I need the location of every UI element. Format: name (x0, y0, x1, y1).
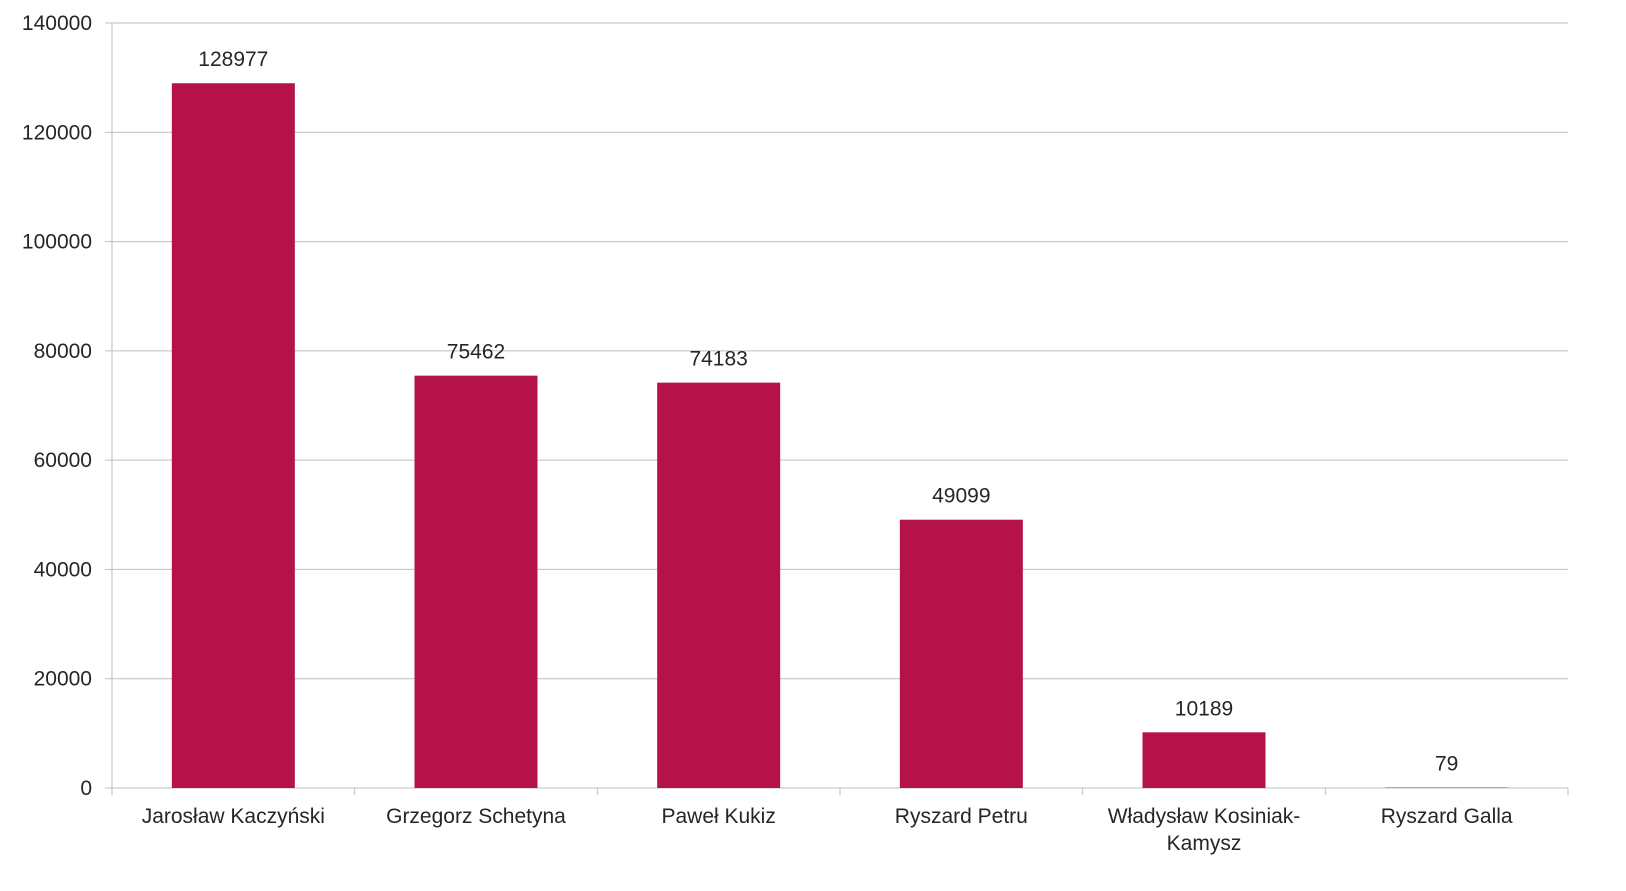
grid-lines (112, 23, 1568, 679)
y-tick-label: 0 (80, 777, 92, 800)
bar (172, 83, 295, 788)
data-label: 79 (1435, 753, 1458, 776)
category-label: Jarosław Kaczyński (142, 805, 325, 828)
category-label: Grzegorz Schetyna (386, 805, 566, 828)
category-label: Ryszard Petru (895, 805, 1028, 828)
data-labels: 128977 75462 74183 49099 10189 79 (198, 48, 1458, 775)
category-label: Kamysz (1167, 832, 1242, 855)
y-tick-label: 40000 (34, 558, 92, 581)
bar (1143, 732, 1266, 788)
y-tick-label: 140000 (22, 12, 92, 35)
data-label: 75462 (447, 341, 505, 364)
data-label: 74183 (689, 348, 747, 371)
y-tick-label: 80000 (34, 340, 92, 363)
category-label: Paweł Kukiz (661, 805, 775, 828)
data-label: 128977 (198, 48, 268, 71)
y-tick-label: 60000 (34, 449, 92, 472)
x-axis-category-labels: Jarosław Kaczyński Grzegorz Schetyna Paweł… (142, 805, 1513, 855)
bar (657, 383, 780, 788)
data-label: 10189 (1175, 697, 1233, 720)
y-tick-label: 120000 (22, 121, 92, 144)
data-label: 49099 (932, 485, 990, 508)
bar (900, 520, 1023, 788)
bars (172, 83, 1508, 788)
category-label: Władysław Kosiniak- (1108, 805, 1301, 828)
y-tick-label: 100000 (22, 231, 92, 254)
y-tick-label: 20000 (34, 668, 92, 691)
y-axis-tick-labels: 0 20000 40000 60000 80000 100000 120000 140000 (22, 12, 92, 800)
bar (415, 376, 538, 788)
category-label: Ryszard Galla (1381, 805, 1513, 828)
